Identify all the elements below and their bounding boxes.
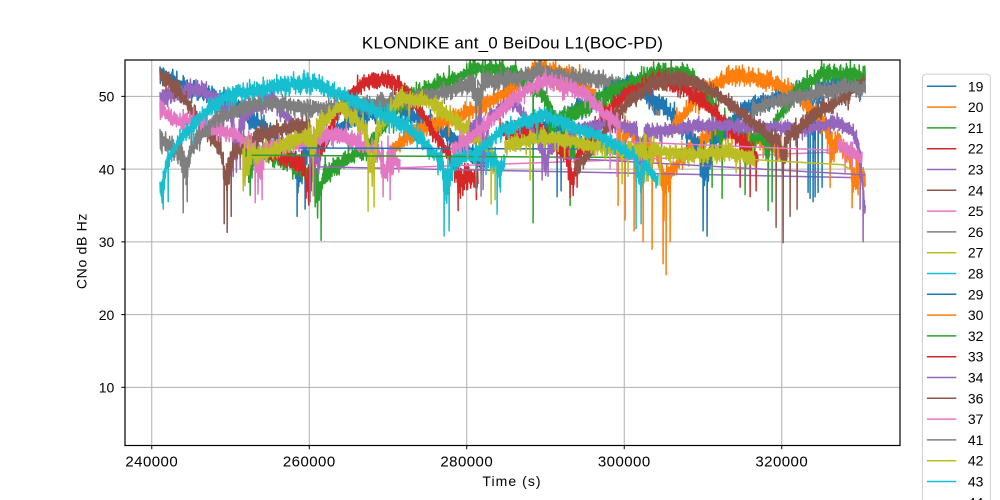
svg-text:30: 30 bbox=[99, 234, 115, 250]
svg-text:280000: 280000 bbox=[440, 454, 493, 471]
svg-text:260000: 260000 bbox=[283, 454, 336, 471]
svg-text:32: 32 bbox=[968, 328, 984, 344]
svg-text:23: 23 bbox=[968, 162, 984, 178]
svg-text:240000: 240000 bbox=[125, 454, 178, 471]
svg-text:20: 20 bbox=[99, 307, 115, 323]
svg-text:41: 41 bbox=[968, 432, 984, 448]
svg-text:43: 43 bbox=[968, 474, 984, 490]
svg-text:Time (s): Time (s) bbox=[482, 473, 541, 489]
svg-text:320000: 320000 bbox=[755, 454, 808, 471]
svg-text:21: 21 bbox=[968, 120, 984, 136]
svg-text:300000: 300000 bbox=[598, 454, 651, 471]
svg-text:50: 50 bbox=[99, 89, 115, 105]
svg-text:24: 24 bbox=[968, 182, 984, 198]
svg-text:33: 33 bbox=[968, 349, 984, 365]
svg-text:40: 40 bbox=[99, 161, 115, 177]
svg-text:22: 22 bbox=[968, 141, 984, 157]
svg-text:37: 37 bbox=[968, 411, 984, 427]
svg-text:34: 34 bbox=[968, 370, 984, 386]
svg-text:27: 27 bbox=[968, 245, 984, 261]
svg-text:25: 25 bbox=[968, 203, 984, 219]
svg-text:42: 42 bbox=[968, 453, 984, 469]
svg-text:29: 29 bbox=[968, 286, 984, 302]
svg-text:KLONDIKE ant_0 BeiDou L1(BOC-P: KLONDIKE ant_0 BeiDou L1(BOC-PD) bbox=[362, 34, 663, 53]
svg-text:28: 28 bbox=[968, 266, 984, 282]
svg-text:36: 36 bbox=[968, 390, 984, 406]
svg-text:20: 20 bbox=[968, 99, 984, 115]
svg-text:44: 44 bbox=[968, 494, 984, 500]
svg-text:CNo dB Hz: CNo dB Hz bbox=[74, 213, 90, 289]
svg-text:30: 30 bbox=[968, 307, 984, 323]
svg-text:26: 26 bbox=[968, 224, 984, 240]
svg-text:19: 19 bbox=[968, 78, 984, 94]
svg-text:10: 10 bbox=[99, 380, 115, 396]
